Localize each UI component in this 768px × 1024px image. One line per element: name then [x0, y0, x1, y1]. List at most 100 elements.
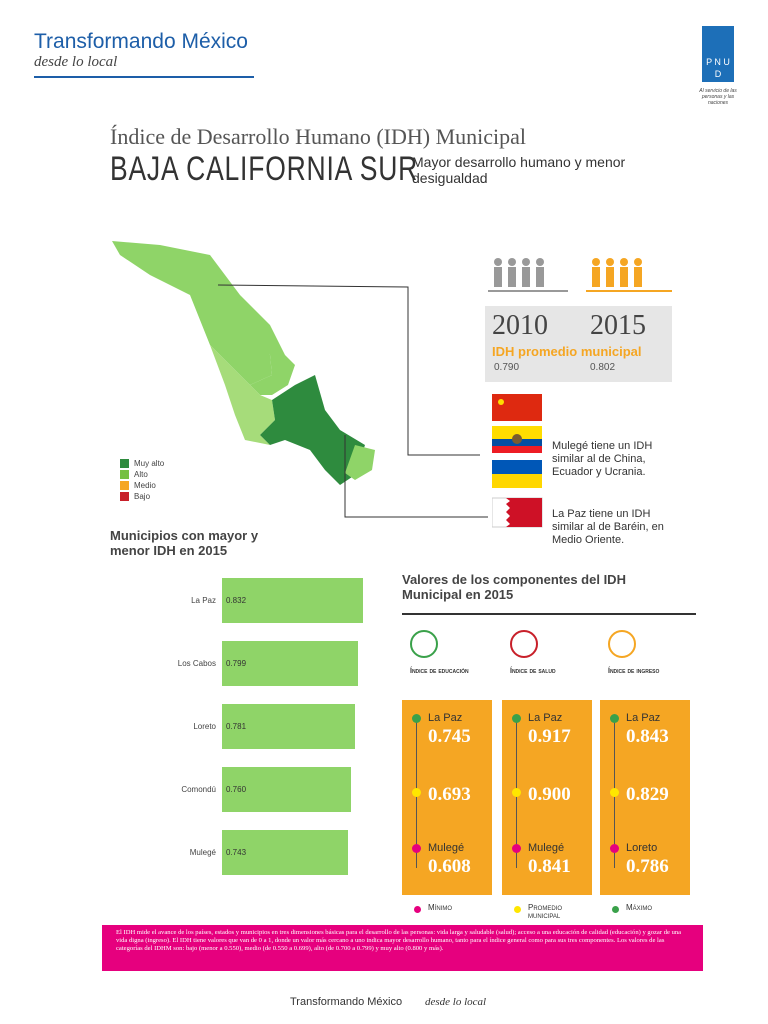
- legend-dot: [514, 906, 521, 913]
- component-name: Índice de educación: [410, 668, 469, 675]
- map: [112, 241, 488, 518]
- panel: [600, 700, 690, 895]
- y-tick-label: Los Cabos: [177, 659, 216, 668]
- dot: [412, 788, 421, 797]
- tagline: desde lo local: [34, 54, 118, 70]
- loreto: [240, 295, 295, 395]
- brand: Transformando México: [34, 30, 248, 53]
- value-label: 0.781: [226, 722, 247, 731]
- dot: [512, 844, 521, 853]
- component-value: 0.900: [528, 784, 571, 805]
- y-tick-label: La Paz: [191, 596, 216, 605]
- connector: [344, 435, 488, 518]
- divider: [34, 76, 254, 78]
- los-cabos: [345, 445, 375, 480]
- dot-label: Mulegé: [428, 842, 465, 854]
- legend-dot: [414, 906, 421, 913]
- component-value: 0.608: [428, 856, 471, 877]
- component-value: 0.843: [626, 726, 669, 747]
- legend-label: Muy alto: [134, 459, 165, 468]
- component-name: Índice de salud: [510, 668, 556, 675]
- legend-swatch: [120, 492, 129, 501]
- idh-label: IDH promedio municipal: [492, 344, 642, 359]
- subtitle: Mayor desarrollo humano y menor desigual…: [412, 154, 626, 186]
- footer-brand: Transformando México: [290, 996, 403, 1008]
- legend-swatch: [120, 470, 129, 479]
- dot-label: La Paz: [428, 712, 463, 724]
- year: 2010: [492, 310, 548, 341]
- state: BAJA CALIFORNIA SUR: [110, 150, 419, 188]
- dot: [412, 844, 421, 853]
- idh-value: 0.802: [590, 362, 616, 373]
- connector: [217, 284, 480, 456]
- panel: [502, 700, 592, 895]
- legend-item: Bajo: [120, 492, 150, 501]
- dot: [610, 714, 619, 723]
- legend-label: Bajo: [134, 492, 151, 501]
- icon: [608, 630, 636, 658]
- people-icons: [488, 258, 672, 292]
- dot: [512, 788, 521, 797]
- legend-label: Medio: [134, 481, 156, 490]
- idh-value: 0.790: [494, 362, 520, 373]
- y-tick-label: Loreto: [193, 722, 216, 731]
- dot: [610, 788, 619, 797]
- dot: [610, 844, 619, 853]
- icon: [410, 630, 438, 658]
- logo-caption: Al servicio de las personas y las nacion…: [699, 88, 737, 106]
- comondu: [210, 345, 275, 445]
- bar: [222, 830, 349, 875]
- icon: [510, 630, 538, 658]
- component-value: 0.841: [528, 856, 571, 877]
- components-title: Valores de los componentes del IDH Munic…: [402, 572, 626, 602]
- legend-item: Medio: [120, 481, 156, 490]
- dot-label: La Paz: [626, 712, 661, 724]
- component-name: Índice de ingreso: [608, 668, 660, 675]
- value-label: 0.743: [226, 848, 247, 857]
- legend-swatch: [120, 459, 129, 468]
- bar: [222, 704, 355, 749]
- note: El IDH mide el avance de los países, est…: [102, 925, 703, 971]
- note-text: El IDH mide el avance de los países, est…: [116, 929, 682, 952]
- chart-title: Municipios con mayor y menor IDH en 2015: [110, 528, 259, 558]
- legend-item: Muy alto: [120, 459, 164, 468]
- comparison: Mulegé tiene un IDH similar al de China,…: [552, 440, 653, 478]
- y-tick-label: Mulegé: [189, 848, 216, 857]
- legend-label: Mínimo: [428, 903, 452, 912]
- legend-dot: [612, 906, 619, 913]
- component-value: 0.693: [428, 784, 471, 805]
- y-tick-label: Comondú: [181, 785, 216, 794]
- legend-label: Promedio municipal: [528, 903, 563, 920]
- legend-swatch: [120, 481, 129, 490]
- dot-label: La Paz: [528, 712, 563, 724]
- panel: [402, 700, 492, 895]
- comparison: La Paz tiene un IDH similar al de Baréin…: [552, 508, 664, 546]
- dot: [512, 714, 521, 723]
- year: 2015: [590, 310, 646, 341]
- component-value: 0.786: [626, 856, 669, 877]
- component-value: 0.745: [428, 726, 471, 747]
- value-label: 0.832: [226, 596, 247, 605]
- dot-label: Mulegé: [528, 842, 565, 854]
- value-label: 0.760: [226, 785, 247, 794]
- idh-box: [485, 306, 672, 382]
- legend-item: Alto: [120, 470, 148, 479]
- title: Índice de Desarrollo Humano (IDH) Munici…: [110, 124, 527, 149]
- logo: P N U D: [702, 26, 734, 82]
- legend-label: Alto: [134, 470, 148, 479]
- component-value: 0.829: [626, 784, 669, 805]
- component-value: 0.917: [528, 726, 571, 747]
- dot-label: Loreto: [626, 842, 658, 854]
- divider: [402, 613, 696, 615]
- bar: [222, 578, 364, 623]
- flags: [492, 394, 543, 528]
- bar: [222, 767, 352, 812]
- la-paz: [260, 375, 365, 485]
- value-label: 0.799: [226, 659, 247, 668]
- footer-tagline: desde lo local: [425, 996, 487, 1008]
- bar: [222, 641, 358, 686]
- mulege: [112, 241, 272, 385]
- legend-label: Máximo: [626, 903, 652, 912]
- dot: [412, 714, 421, 723]
